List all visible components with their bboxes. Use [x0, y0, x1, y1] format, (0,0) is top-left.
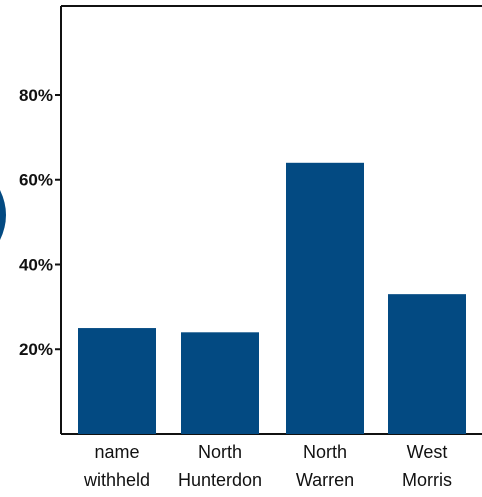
bar: [286, 162, 364, 434]
x-category-label: North Warren: [296, 442, 354, 490]
x-category-label-line: name: [94, 442, 139, 462]
x-category-label-line: Warren: [296, 470, 354, 490]
y-tick-label: 80%: [19, 86, 53, 105]
y-tick-label: 60%: [19, 171, 53, 190]
x-category-label-line: withheld: [83, 470, 150, 490]
bars: [78, 162, 466, 434]
x-category-label-line: Morris: [402, 470, 452, 490]
edge-mark: [0, 190, 6, 240]
bar: [181, 332, 259, 434]
x-labels: name withheld North Hunterdon North Warren Wes…: [83, 442, 452, 490]
y-tick-label: 20%: [19, 340, 53, 359]
x-category-label: North Hunterdon: [178, 442, 262, 490]
y-tick-label: 40%: [19, 255, 53, 274]
x-category-label: name withheld: [83, 442, 150, 490]
x-category-label-line: Hunterdon: [178, 470, 262, 490]
y-ticks: 20% 40% 60% 80%: [19, 86, 61, 359]
x-category-label-line: North: [303, 442, 347, 462]
bar: [78, 328, 156, 434]
x-category-label-line: West: [407, 442, 448, 462]
x-category-label: West Morris: [402, 442, 452, 490]
bar: [388, 294, 466, 434]
x-category-label-line: North: [198, 442, 242, 462]
